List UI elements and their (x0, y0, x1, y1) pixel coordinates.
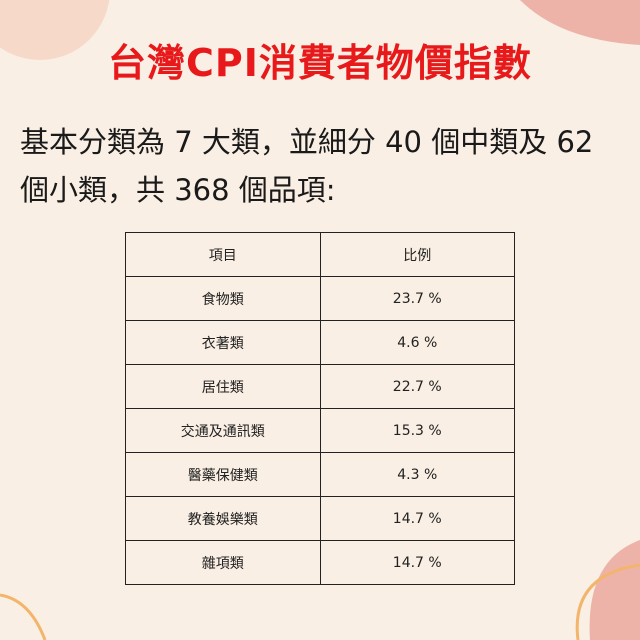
table-cell: 23.7 % (319, 276, 515, 321)
table-row: 雜項類 14.7 % (125, 540, 515, 585)
table-cell: 雜項類 (125, 540, 321, 585)
table-cell: 居住類 (125, 364, 321, 409)
table-row: 食物類 23.7 % (125, 276, 515, 321)
table-cell: 4.3 % (319, 452, 515, 497)
table-row: 居住類 22.7 % (125, 364, 515, 409)
table-cell: 14.7 % (319, 540, 515, 585)
table-row: 教養娛樂類 14.7 % (125, 496, 515, 541)
table-row: 醫藥保健類 4.3 % (125, 452, 515, 497)
blob (520, 0, 640, 45)
table-cell: 14.7 % (319, 496, 515, 541)
table-cell: 4.6 % (319, 320, 515, 365)
text-line: 基本分類為 7 大類，並細分 40 個中類及 62 (20, 125, 594, 159)
column-header: 比例 (319, 232, 515, 277)
table-cell: 交通及通訊類 (125, 408, 321, 453)
table-cell: 食物類 (125, 276, 321, 321)
curve (0, 593, 47, 640)
curve (575, 563, 640, 640)
table-row: 衣著類 4.6 % (125, 320, 515, 365)
column-header: 項目 (125, 232, 321, 277)
header-row: 項目 比例 (125, 232, 515, 277)
body-text: 基本分類為 7 大類，並細分 40 個中類及 62 個小類，共 368 個品項: (20, 118, 593, 214)
table-cell: 衣著類 (125, 320, 321, 365)
table-cell: 22.7 % (319, 364, 515, 409)
table-cell: 教養娛樂類 (125, 496, 321, 541)
blob (0, 0, 110, 60)
text-line: 個小類，共 368 個品項: (20, 173, 336, 207)
table-cell: 醫藥保健類 (125, 452, 321, 497)
table: 項目 比例 食物類 23.7 % 衣著類 4.6 % 居住類 22.7 % 交通及通訊類 15.3… (125, 232, 515, 585)
blob (589, 540, 640, 640)
table-cell: 15.3 % (319, 408, 515, 453)
table-row: 交通及通訊類 15.3 % (125, 408, 515, 453)
title: 台灣CPI消費者物價指數 (108, 41, 532, 85)
